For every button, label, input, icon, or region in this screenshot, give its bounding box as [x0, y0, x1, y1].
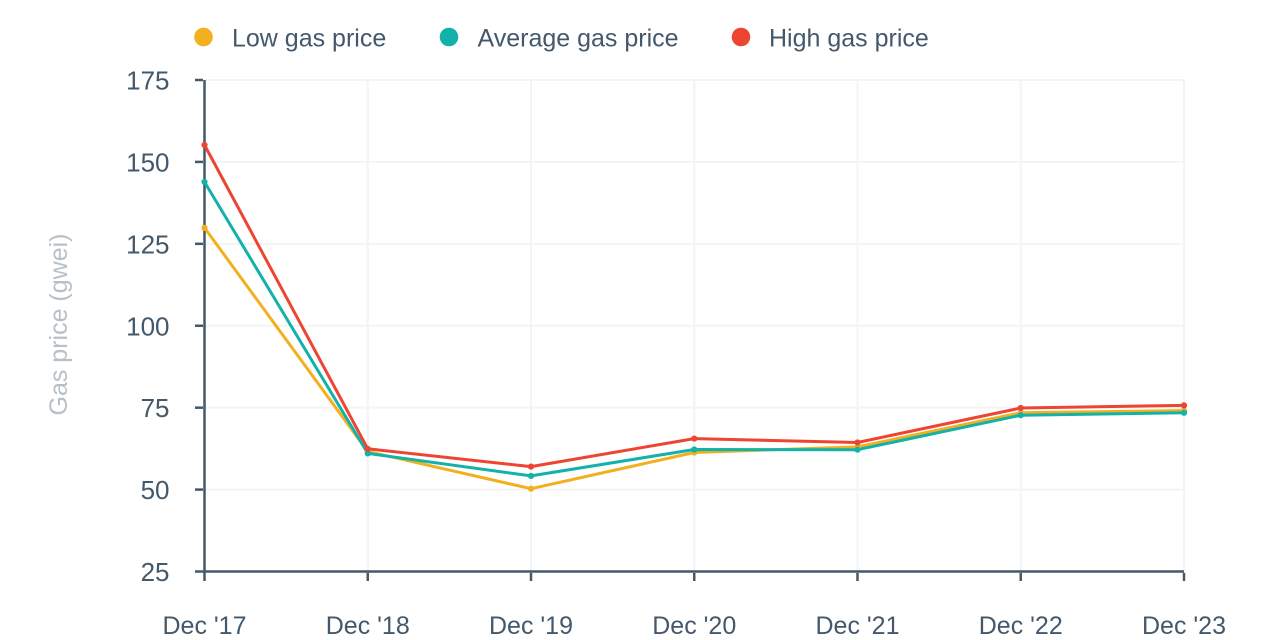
svg-text:Dec '23: Dec '23 — [1142, 612, 1226, 640]
svg-text:25: 25 — [141, 557, 170, 587]
svg-text:50: 50 — [141, 475, 170, 505]
svg-text:175: 175 — [126, 66, 169, 96]
svg-text:Average gas price: Average gas price — [478, 25, 679, 53]
svg-text:100: 100 — [126, 311, 169, 341]
svg-text:Dec '22: Dec '22 — [979, 612, 1063, 640]
svg-text:Low gas price: Low gas price — [232, 25, 386, 53]
svg-text:Dec '18: Dec '18 — [326, 612, 410, 640]
svg-text:75: 75 — [141, 393, 170, 423]
svg-text:Dec '21: Dec '21 — [816, 612, 900, 640]
svg-text:Gas price (gwei): Gas price (gwei) — [45, 234, 73, 416]
svg-text:Dec '17: Dec '17 — [163, 612, 247, 640]
svg-text:Dec '20: Dec '20 — [652, 612, 736, 640]
svg-text:150: 150 — [126, 147, 169, 177]
svg-text:125: 125 — [126, 229, 169, 259]
svg-text:High gas price: High gas price — [769, 25, 929, 53]
svg-text:Dec '19: Dec '19 — [489, 612, 573, 640]
